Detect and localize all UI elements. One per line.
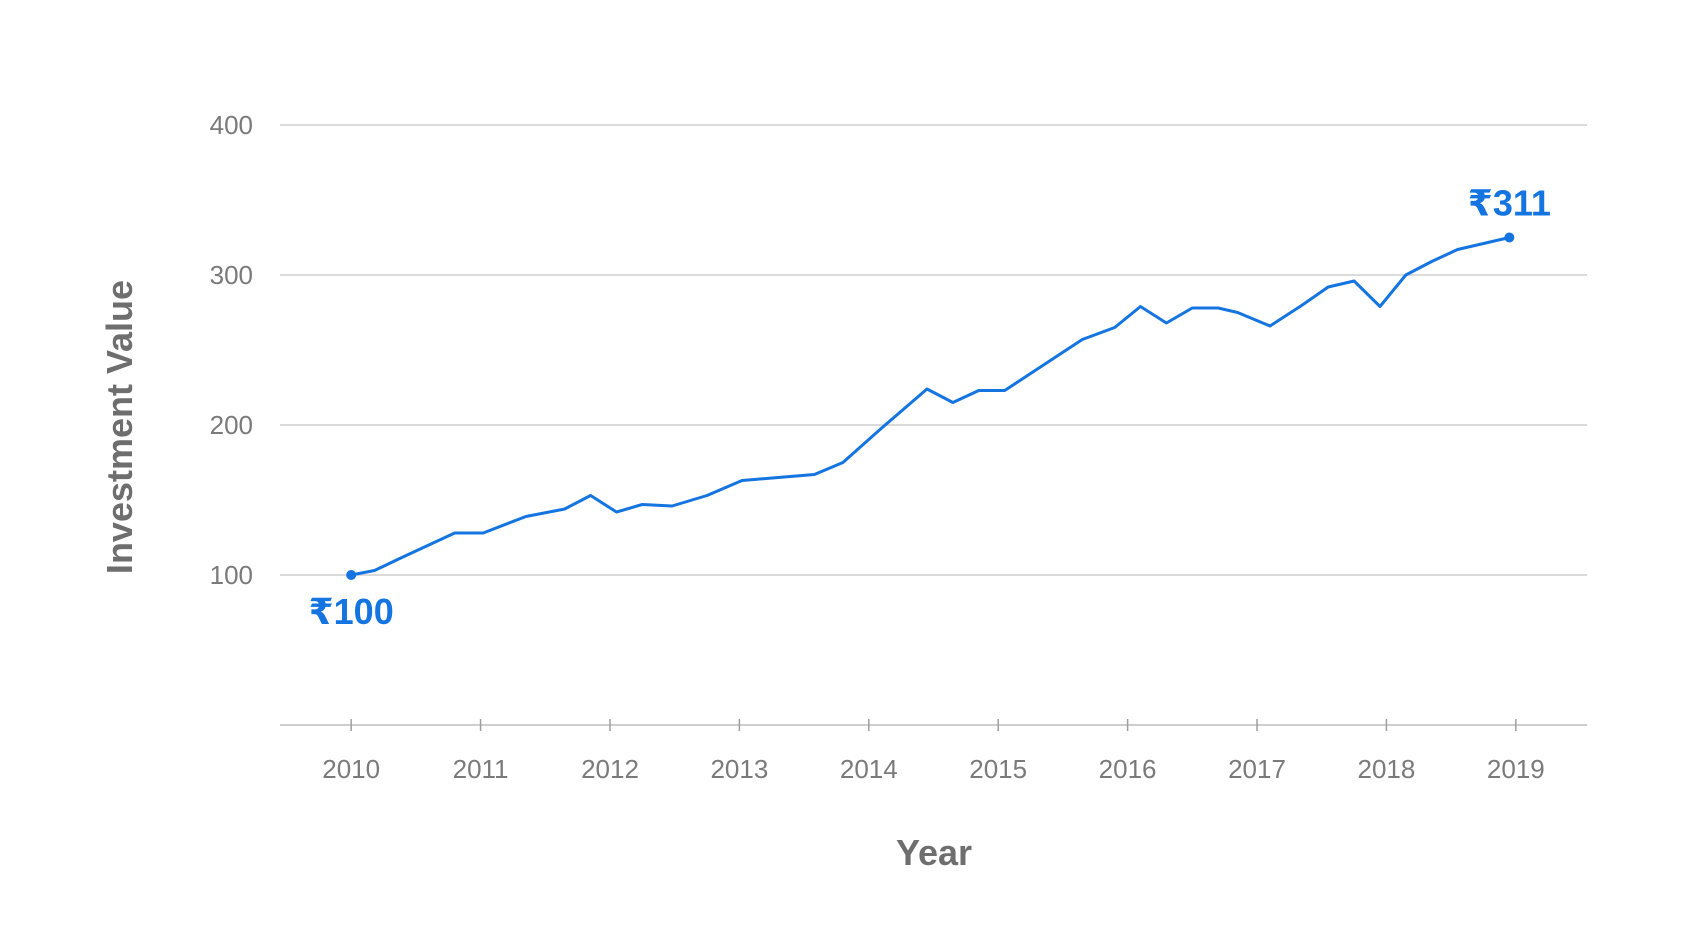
x-axis-title: Year	[896, 832, 972, 873]
y-axis-title: Investment Value	[99, 280, 140, 574]
x-tick-label-2012: 2012	[581, 754, 639, 784]
x-tick-label-2014: 2014	[840, 754, 898, 784]
x-tick-label-2015: 2015	[969, 754, 1027, 784]
endpoint-marker-0	[346, 570, 357, 580]
x-tick-label-2011: 2011	[453, 754, 509, 784]
data-label-1: ₹311	[1468, 183, 1551, 224]
annotations: ₹100 ₹311	[309, 183, 1551, 633]
y-axis-tick-labels: 100 200 300 400	[210, 110, 253, 590]
y-tick-label-400: 400	[210, 110, 253, 140]
endpoint-marker-1	[1504, 232, 1515, 243]
y-tick-label-100: 100	[210, 560, 253, 590]
y-tick-label-300: 300	[210, 260, 253, 290]
x-tick-label-2019: 2019	[1487, 754, 1545, 784]
data-label-0: ₹100	[309, 591, 394, 632]
series-line-0	[349, 236, 1511, 577]
x-tick-label-2013: 2013	[710, 754, 768, 784]
x-tick-label-2018: 2018	[1357, 754, 1415, 784]
series-layer	[349, 236, 1511, 577]
y-tick-label-200: 200	[210, 410, 253, 440]
grid-lines	[280, 124, 1587, 576]
x-tick-label-2010: 2010	[322, 754, 380, 784]
x-tick-label-2016: 2016	[1099, 754, 1157, 784]
x-axis-tick-labels: 2010 2011 2012 2013 2014 2015 2016 2017 2018 2019	[322, 754, 1544, 784]
x-tick-label-2017: 2017	[1228, 754, 1286, 784]
x-axis	[280, 719, 1587, 731]
